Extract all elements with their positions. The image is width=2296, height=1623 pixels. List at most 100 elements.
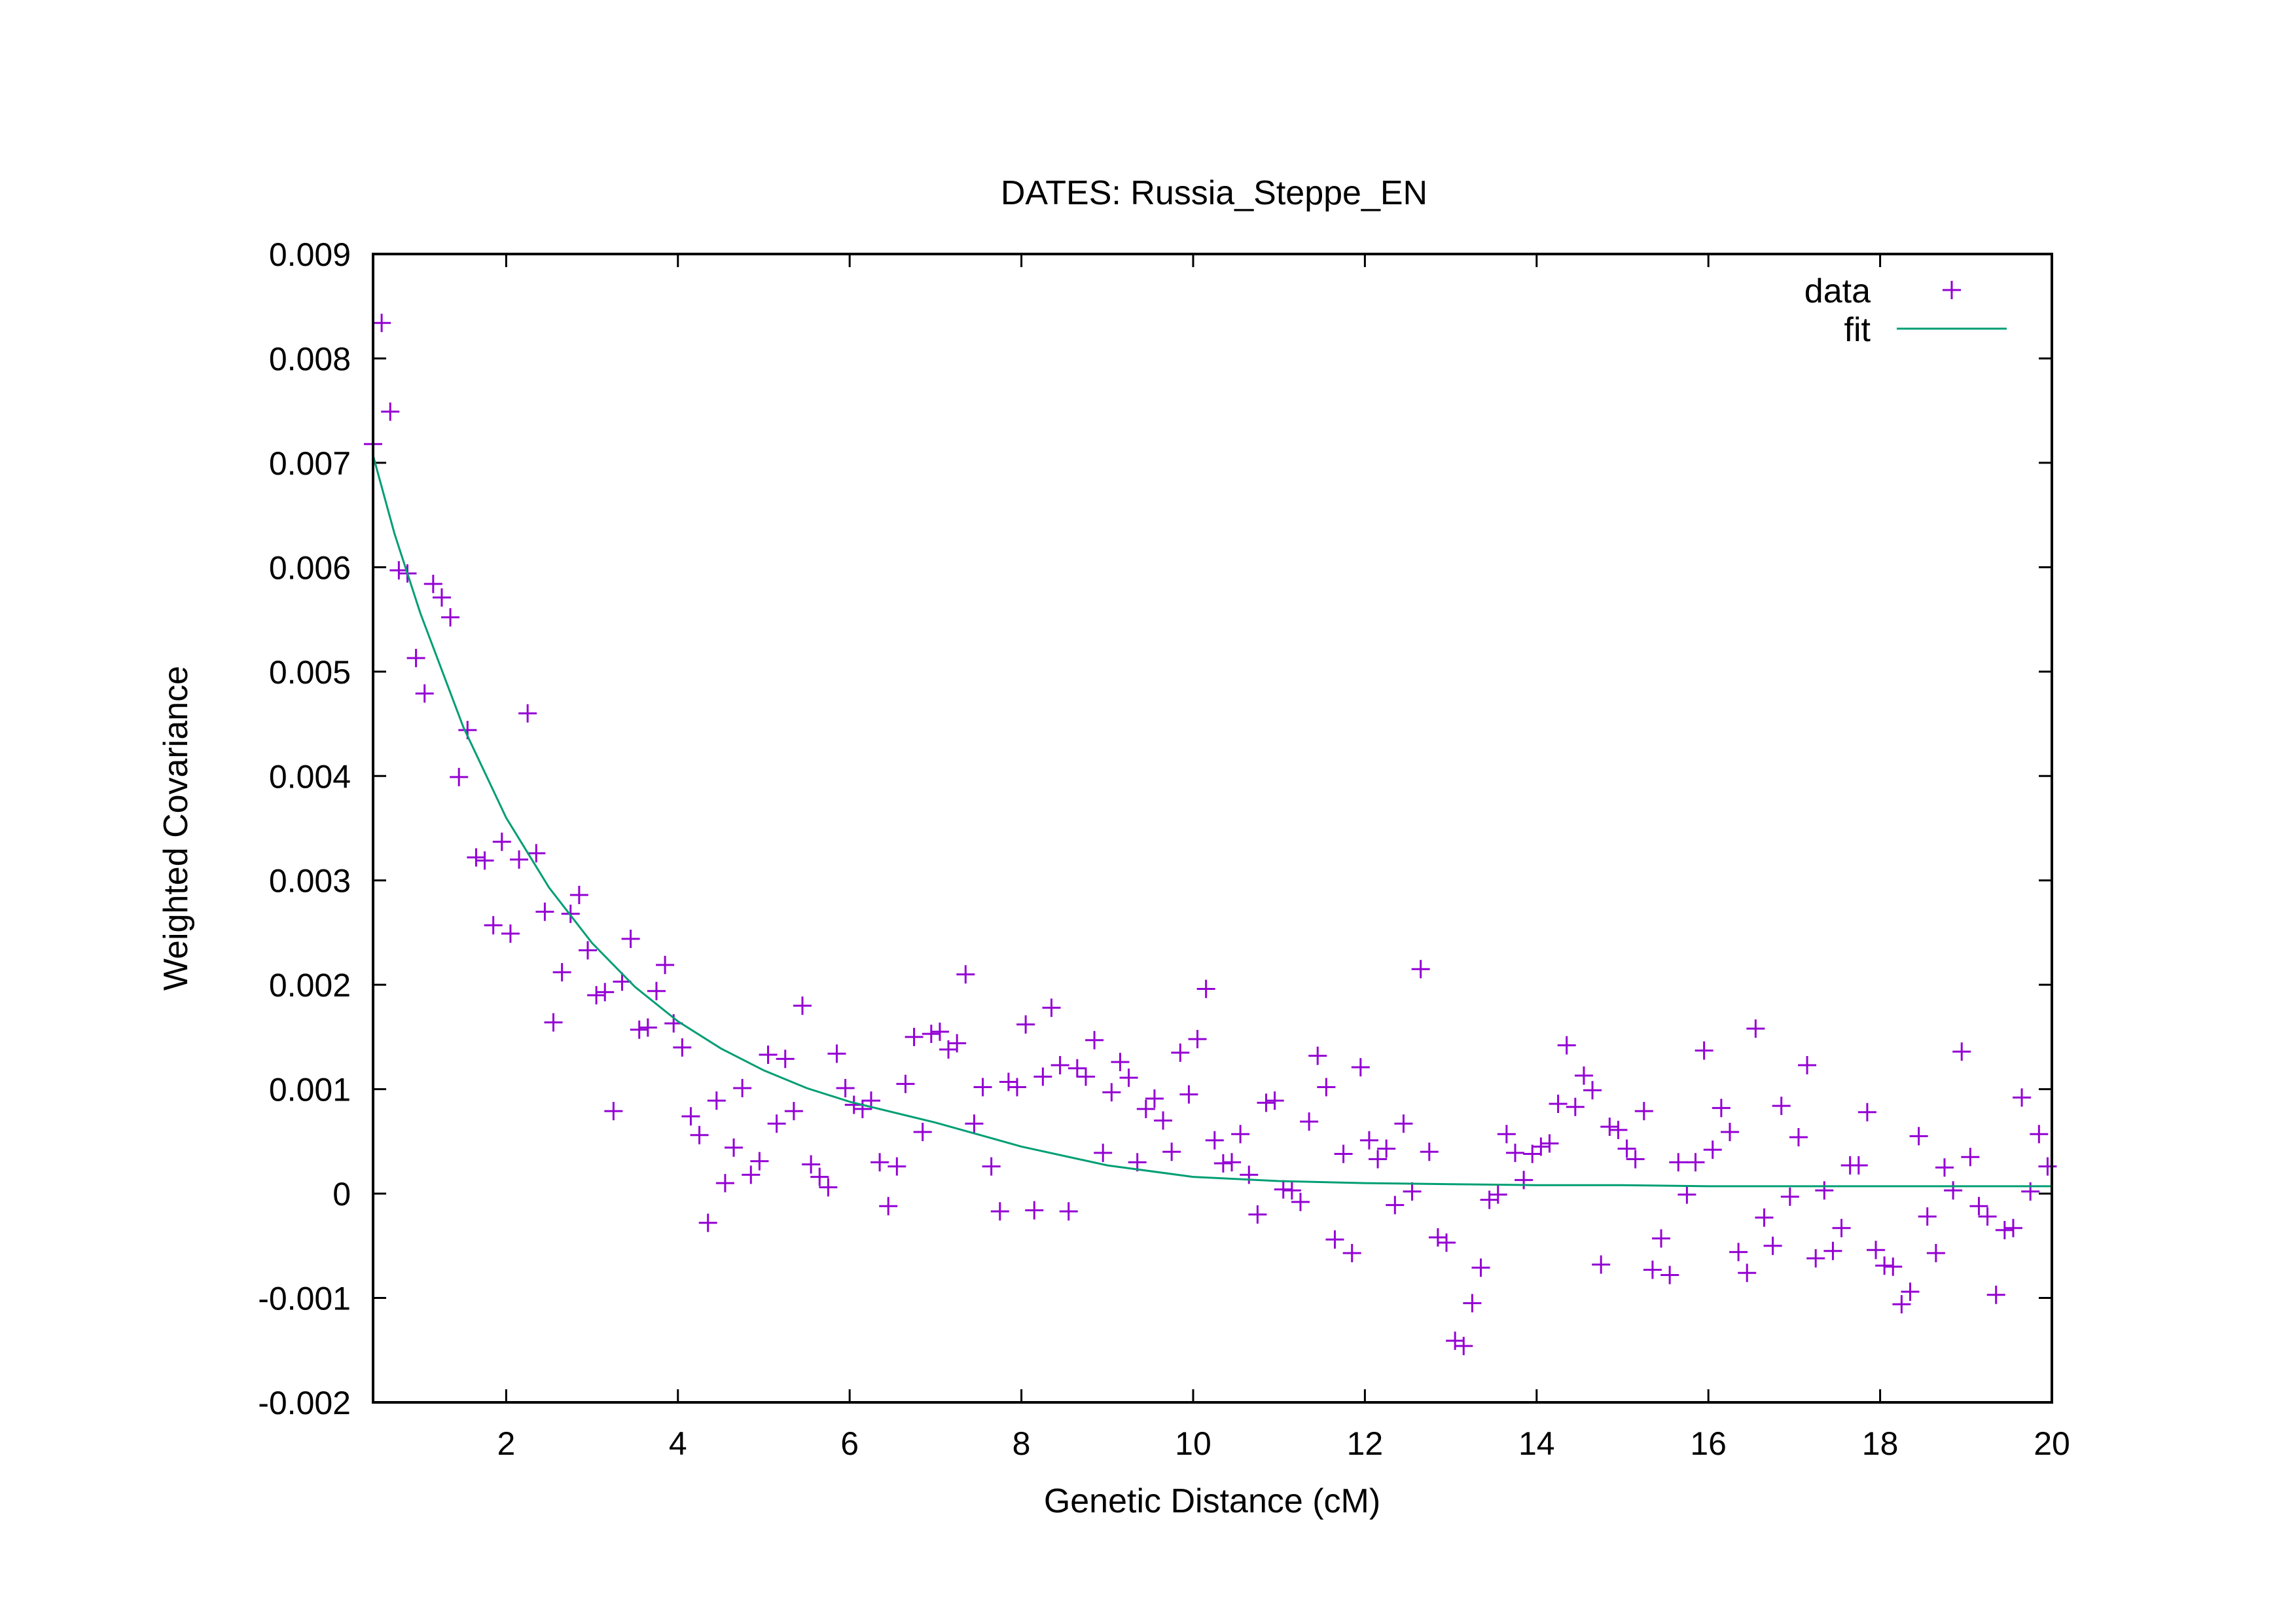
data-point [1067, 1059, 1086, 1078]
data-point [1677, 1185, 1696, 1204]
data-point [1411, 960, 1430, 979]
data-point [888, 1157, 906, 1176]
data-point [1300, 1112, 1319, 1131]
legend-marker-data [1943, 281, 1961, 299]
data-point [372, 314, 391, 333]
data-point [1274, 1180, 1293, 1199]
data-point [1695, 1041, 1713, 1060]
y-tick-label: 0.001 [269, 1072, 351, 1108]
data-point [698, 1213, 717, 1232]
data-point [793, 996, 812, 1015]
y-tick-label: 0.003 [269, 863, 351, 900]
data-point [1703, 1140, 1722, 1159]
data-point [450, 767, 469, 786]
data-point [1918, 1207, 1937, 1226]
fit-line [372, 455, 2052, 1188]
data-point [492, 832, 511, 851]
data-point [1995, 1220, 2014, 1239]
data-point [1738, 1264, 1757, 1283]
data-point [948, 1034, 967, 1053]
data-point [1660, 1266, 1679, 1285]
legend: data fit [1804, 272, 2007, 349]
data-point [1223, 1153, 1242, 1172]
data-point [613, 972, 632, 991]
x-axis-ticks: 2 4 6 8 10 12 14 16 18 20 [497, 254, 2070, 1462]
data-point [1386, 1195, 1405, 1214]
data-point [1196, 979, 1215, 998]
data-point [1471, 1258, 1490, 1277]
data-point [1892, 1295, 1911, 1314]
data-point [423, 574, 442, 593]
data-point [1334, 1144, 1353, 1163]
data-point [1179, 1085, 1198, 1104]
data-point [1308, 1046, 1327, 1065]
data-point [767, 1114, 786, 1133]
data-point [544, 1013, 563, 1032]
data-point [1171, 1043, 1190, 1062]
data-point [1523, 1144, 1542, 1163]
data-point [2013, 1088, 2032, 1107]
data-point [1515, 1171, 1534, 1190]
data-point [1154, 1111, 1173, 1130]
data-point [742, 1165, 761, 1184]
y-tick-label: 0.006 [269, 549, 351, 586]
data-point [1454, 1336, 1473, 1355]
data-point [1626, 1150, 1645, 1169]
y-tick-label: 0 [332, 1176, 351, 1213]
data-point [1857, 1103, 1876, 1122]
y-tick-label: 0.004 [269, 758, 351, 795]
data-point [725, 1138, 744, 1157]
data-point [1076, 1067, 1095, 1086]
data-point [1042, 998, 1061, 1017]
data-point [1755, 1208, 1774, 1227]
data-point [1652, 1229, 1671, 1248]
data-point [836, 1079, 855, 1098]
data-point [913, 1123, 932, 1142]
data-point [1085, 1030, 1104, 1049]
data-point [1798, 1055, 1817, 1074]
legend-label-data: data [1804, 272, 1871, 310]
y-axis-ticks: -0.002 -0.001 0 0.001 0.002 0.003 0.004 0.005 0.… [258, 236, 2052, 1421]
data-point [930, 1022, 949, 1041]
data-point [1729, 1243, 1748, 1262]
data-point [1986, 1285, 2005, 1304]
data-point [1162, 1142, 1181, 1161]
data-point [621, 930, 640, 949]
data-point [1574, 1066, 1593, 1085]
data-point [802, 1155, 821, 1174]
data-point [1291, 1192, 1310, 1211]
y-tick-label: -0.002 [258, 1385, 351, 1421]
y-tick-label: 0.008 [269, 340, 351, 377]
data-point [1351, 1058, 1370, 1077]
data-point [819, 1178, 838, 1197]
data-point [905, 1027, 924, 1046]
data-point [776, 1049, 795, 1068]
data-point [1901, 1282, 1920, 1301]
data-point [415, 684, 434, 703]
data-point [1257, 1093, 1276, 1112]
data-point [1111, 1053, 1130, 1072]
data-point [750, 1152, 769, 1171]
data-point [1145, 1089, 1164, 1108]
data-point [535, 902, 554, 921]
x-axis-label: Genetic Distance (cM) [1044, 1482, 1380, 1520]
data-point [1119, 1068, 1138, 1087]
data-point [1016, 1015, 1035, 1034]
plot-area [364, 314, 2057, 1355]
data-point [638, 1018, 657, 1037]
legend-label-fit: fit [1844, 311, 1871, 349]
data-point [1248, 1205, 1267, 1224]
data-point [467, 848, 486, 867]
data-point [1369, 1150, 1388, 1169]
data-point [1935, 1158, 1954, 1177]
data-point [1325, 1230, 1344, 1249]
data-point [389, 561, 408, 580]
data-point [1102, 1083, 1121, 1102]
data-point [870, 1153, 889, 1172]
data-point [2030, 1125, 2049, 1144]
data-point [1909, 1127, 1928, 1146]
data-point [1926, 1243, 1945, 1262]
data-point [1488, 1185, 1507, 1204]
